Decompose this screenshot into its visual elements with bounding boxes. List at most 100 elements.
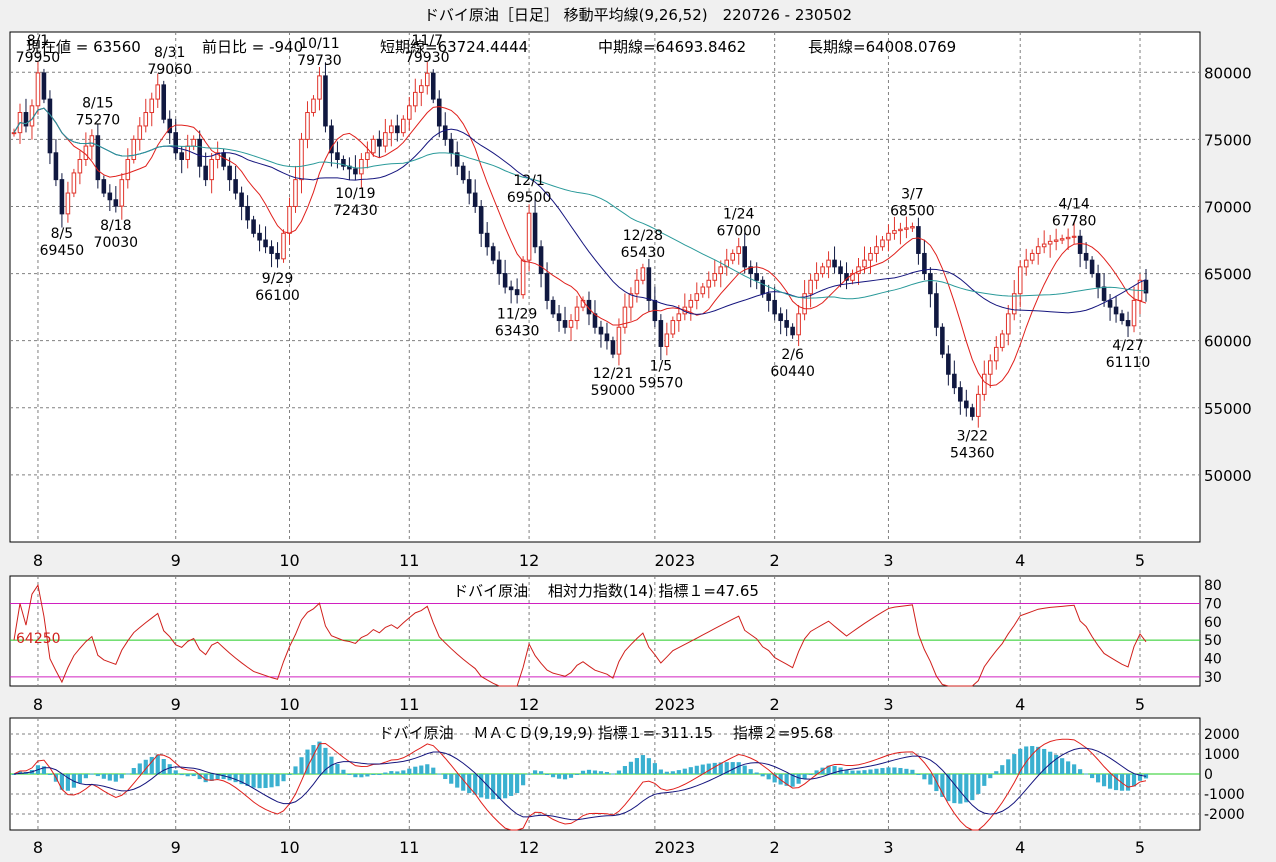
macd-hist-bar (197, 774, 202, 780)
candle-down (940, 326, 945, 355)
macd-hist-bar (323, 747, 328, 774)
macd-hist-bar (1048, 751, 1053, 774)
candle-up (1131, 299, 1137, 327)
candle-down (239, 192, 244, 207)
month-label: 2023 (655, 695, 696, 714)
macd-hist-bar (1066, 761, 1071, 774)
macd-hist-bar (856, 770, 861, 774)
candle-up (670, 320, 676, 335)
candle-down (1077, 235, 1083, 254)
month-label: 9 (171, 551, 181, 570)
macd-hist-bar (814, 770, 819, 774)
macd-hist-bar (149, 756, 154, 774)
macd-hist-bar (47, 773, 53, 775)
peak-annotation: 69500 (507, 190, 552, 206)
candle-up (185, 145, 190, 161)
candle-up (359, 159, 364, 175)
candle-down (772, 299, 777, 315)
macd-hist-bar (736, 762, 741, 774)
candle-down (95, 135, 101, 181)
rsi-grid (10, 576, 1200, 686)
candle-up (305, 112, 310, 140)
macd-hist-bar (269, 774, 274, 788)
macd-hist-bar (886, 767, 891, 774)
macd-hist-bar (1036, 746, 1041, 774)
rsi-title: ドバイ原油 相対力指数(14) 指標１=47.65 (453, 582, 759, 600)
macd-hist-bar (880, 768, 885, 774)
month-label: 3 (883, 838, 893, 857)
macd-hist-bar (1024, 746, 1029, 774)
price-y-axis: 80000 75000 70000 65000 60000 55000 50000 (1204, 64, 1252, 485)
candle-down (167, 118, 173, 134)
macd-hist-bar (503, 774, 508, 799)
macd-hist-bar (131, 767, 136, 774)
candle-up (910, 226, 915, 229)
rsi-line (13, 583, 1147, 687)
candle-up (1011, 293, 1017, 315)
macd-hist-bar (712, 762, 717, 774)
macd-hist-bar (101, 774, 106, 779)
candle-down (1143, 279, 1149, 294)
macd-tick-label: -1000 (1204, 787, 1245, 803)
candle-up (83, 145, 89, 161)
candle-up (868, 252, 873, 261)
candle-down (748, 266, 753, 275)
price-tick-label: 55000 (1204, 400, 1252, 418)
candle-down (1113, 306, 1119, 315)
macd-hist-bar (646, 758, 651, 774)
candle-up (993, 346, 999, 362)
candle-up (287, 205, 292, 234)
candle-down (23, 112, 29, 127)
macd-hist-bar (203, 774, 208, 783)
macd-hist-bar (970, 774, 975, 801)
macd-hist-bar (1107, 774, 1113, 789)
macd-hist-bar (1101, 774, 1107, 787)
candle-down (221, 152, 226, 167)
macd-hist-bar (281, 774, 286, 782)
month-label: 12 (519, 695, 539, 714)
macd-hist-bar (1078, 769, 1083, 774)
peak-annotation: 61110 (1106, 355, 1151, 371)
candle-up (694, 293, 700, 301)
month-label: 4 (1015, 838, 1025, 857)
macd-hist-bar (461, 774, 466, 791)
candle-up (143, 112, 149, 127)
macd-hist-bar (1084, 773, 1089, 775)
macd-hist-bar (670, 771, 675, 774)
candle-up (981, 373, 987, 395)
candle-down (766, 293, 771, 301)
macd-hist-bar (185, 774, 190, 777)
candle-down (742, 246, 747, 268)
macd-hist-bar (1006, 759, 1011, 774)
macd-line (13, 738, 1147, 831)
candle-down (335, 152, 340, 161)
candle-down (538, 246, 544, 275)
candle-down (251, 219, 256, 234)
candle-up (191, 138, 196, 147)
macd-hist-bar (521, 774, 526, 786)
candle-down (59, 179, 65, 215)
month-label: 4 (1015, 551, 1025, 570)
long-ma-label: 長期線=64008.0769 (808, 38, 956, 56)
price-annotations: 8/1799508/5694508/15752708/18700308/3179… (16, 33, 1151, 461)
month-label: 12 (519, 551, 539, 570)
candle-down (442, 125, 448, 140)
macd-hist-bar (233, 774, 238, 783)
short-ma-label: 短期線=63724.4444 (380, 38, 528, 56)
macd-hist-bar (143, 759, 148, 774)
macd-hist-bar (706, 763, 711, 774)
price-tick-label: 80000 (1204, 64, 1252, 82)
rsi-side-label: 64250 (16, 631, 61, 647)
candle-down (544, 273, 550, 301)
macd-hist-bar (784, 774, 789, 786)
peak-annotation: 54360 (950, 445, 995, 461)
candle-up (1065, 236, 1071, 240)
candle-up (568, 320, 574, 328)
candle-down (233, 179, 238, 194)
candle-down (275, 252, 280, 260)
macd-hist-bar (413, 766, 418, 774)
macd-hist-bar (592, 770, 598, 774)
peak-annotation: 8/5 (51, 226, 74, 242)
candle-down (263, 239, 268, 248)
macd-hist-bar (341, 769, 346, 774)
